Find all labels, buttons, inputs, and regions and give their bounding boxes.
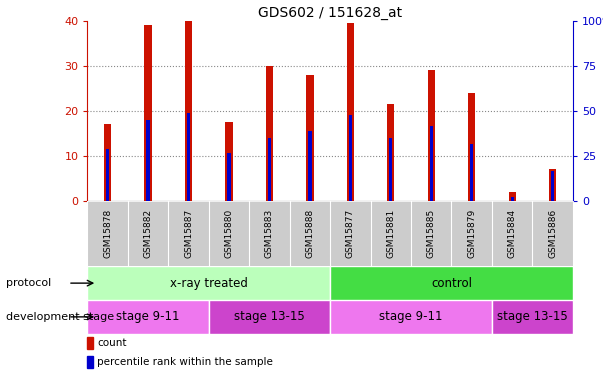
Bar (428, 70, 435, 201)
Bar (306, 75, 314, 201)
Bar (551, 171, 554, 201)
Bar (387, 104, 394, 201)
Text: GSM15879: GSM15879 (467, 209, 476, 258)
Title: GDS602 / 151628_at: GDS602 / 151628_at (258, 6, 402, 20)
Text: GSM15878: GSM15878 (103, 209, 112, 258)
Text: protocol: protocol (6, 278, 51, 288)
Bar (492, 300, 573, 334)
Text: GSM15881: GSM15881 (387, 209, 396, 258)
Bar (226, 122, 233, 201)
Text: stage 9-11: stage 9-11 (116, 310, 180, 323)
Bar (147, 120, 150, 201)
Text: count: count (97, 338, 127, 348)
Text: GSM15887: GSM15887 (184, 209, 193, 258)
Text: GSM15877: GSM15877 (346, 209, 355, 258)
Bar (106, 149, 109, 201)
Text: GSM15883: GSM15883 (265, 209, 274, 258)
Text: GSM15880: GSM15880 (224, 209, 233, 258)
Text: GSM15885: GSM15885 (427, 209, 436, 258)
Text: stage 9-11: stage 9-11 (379, 310, 443, 323)
Bar (470, 144, 473, 201)
Bar (347, 23, 354, 201)
Text: development stage: development stage (6, 312, 114, 322)
Bar (104, 124, 112, 201)
Bar (87, 337, 93, 349)
Bar (330, 266, 573, 300)
Bar (87, 300, 209, 334)
Text: GSM15888: GSM15888 (305, 209, 314, 258)
Bar (87, 356, 93, 368)
Bar (87, 266, 330, 300)
Bar (209, 300, 330, 334)
Bar (227, 153, 230, 201)
Text: GSM15886: GSM15886 (548, 209, 557, 258)
Bar (508, 192, 516, 201)
Text: stage 13-15: stage 13-15 (234, 310, 305, 323)
Bar (349, 115, 352, 201)
Bar (468, 93, 475, 201)
Bar (330, 300, 492, 334)
Text: x-ray treated: x-ray treated (170, 277, 248, 290)
Bar (185, 21, 192, 201)
Bar (268, 138, 271, 201)
Text: GSM15884: GSM15884 (508, 209, 517, 258)
Bar (145, 25, 152, 201)
Bar (549, 169, 556, 201)
Bar (511, 197, 514, 201)
Bar (266, 66, 273, 201)
Text: GSM15882: GSM15882 (144, 209, 153, 258)
Text: control: control (431, 277, 472, 290)
Bar (389, 138, 393, 201)
Bar (187, 113, 190, 201)
Bar (308, 131, 312, 201)
Text: percentile rank within the sample: percentile rank within the sample (97, 357, 273, 367)
Text: stage 13-15: stage 13-15 (497, 310, 568, 323)
Bar (430, 126, 433, 201)
